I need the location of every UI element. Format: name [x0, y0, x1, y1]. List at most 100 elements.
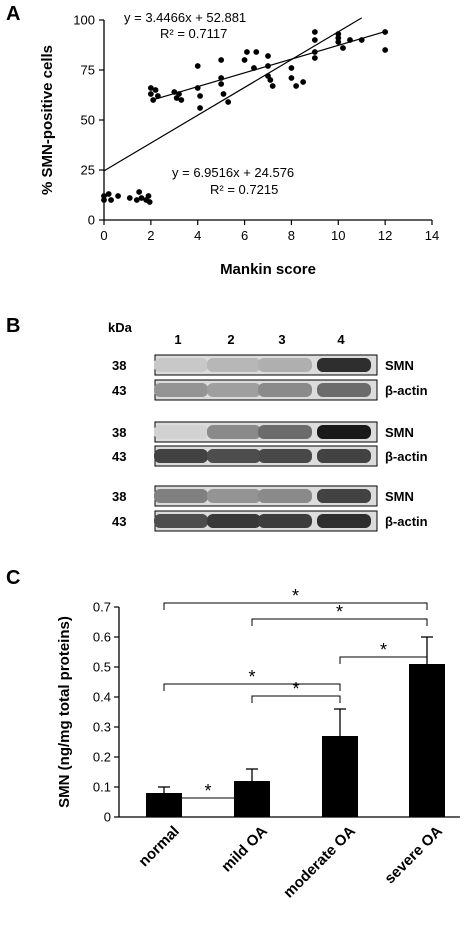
scatter-plot: 0 2 4 6 8 10 12 14 0 25 50 75 100 y = 3.4466x + 52.…	[39, 10, 439, 278]
data-point	[105, 191, 112, 197]
kda-value: 43	[112, 449, 126, 464]
x-tick-label: 6	[241, 228, 248, 243]
protein-label: β-actin	[385, 383, 428, 398]
blot-band	[317, 358, 371, 372]
significance-bracket	[251, 695, 341, 703]
protein-label: β-actin	[385, 514, 428, 529]
data-point	[347, 37, 353, 43]
blot-band	[317, 514, 371, 528]
data-point	[300, 79, 307, 85]
data-point	[197, 105, 203, 111]
fit2-r2: R² = 0.7215	[210, 182, 278, 197]
data-point	[101, 197, 107, 203]
data-point	[293, 83, 300, 89]
blot-band	[317, 383, 371, 397]
bar-chart: 0 0.1 0.2 0.3 0.4 0.5 0.6 0.7 * * * * * * normal mild…	[56, 586, 460, 901]
y-tick-label: 0	[104, 810, 111, 825]
panel-c-letter: C	[6, 567, 20, 589]
significance-bracket	[163, 602, 428, 610]
lane-label: 1	[174, 332, 181, 347]
data-point	[171, 89, 178, 95]
data-point	[146, 199, 153, 205]
data-point	[133, 197, 140, 203]
data-point	[311, 55, 318, 61]
category-label: moderate OA	[280, 823, 359, 902]
data-point	[218, 57, 225, 63]
data-point	[218, 81, 225, 87]
category-label: mild OA	[218, 823, 271, 876]
blot-band	[154, 358, 208, 372]
blot-band	[317, 489, 371, 503]
kda-value: 43	[112, 383, 126, 398]
blot-band	[207, 449, 261, 463]
data-point	[269, 83, 276, 89]
data-point	[218, 75, 225, 81]
data-point	[126, 195, 133, 201]
data-point	[265, 53, 271, 59]
data-point	[197, 93, 203, 99]
data-point	[382, 29, 389, 35]
y-tick-label: 100	[73, 13, 95, 28]
data-point	[335, 31, 342, 37]
kda-value: 38	[112, 425, 126, 440]
significance-star: *	[292, 586, 299, 606]
panel-a-letter: A	[6, 3, 20, 25]
significance-bracket	[251, 618, 428, 626]
panel-b-letter: B	[6, 315, 20, 337]
kda-value: 38	[112, 358, 126, 373]
data-point	[194, 63, 201, 69]
y-tick-label: 0.2	[93, 750, 111, 765]
significance-bracket	[339, 656, 428, 664]
blot-band	[154, 425, 208, 439]
data-point	[136, 189, 143, 195]
data-point	[194, 85, 201, 91]
blot-band	[207, 514, 261, 528]
data-point	[220, 91, 227, 97]
protein-label: SMN	[385, 425, 414, 440]
blot-band	[207, 383, 261, 397]
blot-band	[207, 489, 261, 503]
protein-label: SMN	[385, 358, 414, 373]
data-point	[335, 35, 342, 41]
data-point	[251, 65, 257, 71]
data-point	[147, 85, 154, 91]
y-tick-label: 50	[81, 113, 95, 128]
lane-label: 4	[337, 332, 345, 347]
fit1-equation: y = 3.4466x + 52.881	[124, 10, 246, 25]
protein-label: β-actin	[385, 449, 428, 464]
data-point	[101, 193, 107, 199]
y-tick-label: 0.3	[93, 720, 111, 735]
y-tick-label: 0.7	[93, 600, 111, 615]
data-point	[288, 75, 295, 81]
blot-band	[154, 449, 208, 463]
x-tick-label: 4	[194, 228, 201, 243]
scatter-y-axis-title: % SMN-positive cells	[39, 45, 56, 195]
protein-label: SMN	[385, 489, 414, 504]
data-point	[335, 39, 342, 45]
y-tick-label: 0.6	[93, 630, 111, 645]
bar	[322, 736, 358, 817]
blot-band	[258, 383, 312, 397]
kda-value: 43	[112, 514, 126, 529]
significance-bracket	[163, 683, 341, 691]
data-point	[311, 49, 318, 55]
data-point	[358, 37, 365, 43]
data-point	[108, 197, 114, 203]
blot-band	[154, 383, 208, 397]
blot-band	[258, 489, 312, 503]
blot-band	[207, 425, 261, 439]
data-point	[150, 97, 157, 103]
data-point	[152, 87, 159, 93]
significance-star: *	[292, 679, 299, 699]
category-label: normal	[135, 823, 182, 870]
blot-band	[154, 514, 208, 528]
data-point	[147, 91, 154, 97]
blot-band	[154, 489, 208, 503]
data-point	[154, 93, 161, 99]
lane-label: 2	[227, 332, 234, 347]
lane-label: 3	[278, 332, 285, 347]
blot-band	[258, 358, 312, 372]
western-blot: 1 2 3 4 38 SMN 43 β-actin 38 SMN 43 β-actin 38 SMN 43…	[112, 332, 428, 532]
